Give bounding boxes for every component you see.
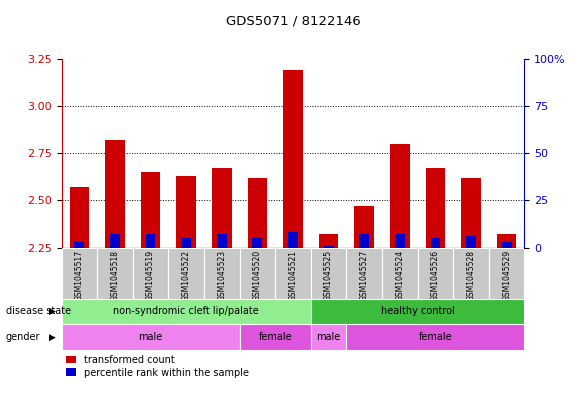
Bar bbox=[359, 234, 369, 248]
Text: GSM1045526: GSM1045526 bbox=[431, 250, 440, 301]
Bar bbox=[110, 234, 120, 248]
Bar bbox=[62, 248, 97, 299]
Bar bbox=[355, 206, 374, 248]
Bar bbox=[502, 242, 512, 248]
Text: GSM1045525: GSM1045525 bbox=[324, 250, 333, 301]
Text: GSM1045527: GSM1045527 bbox=[360, 250, 369, 301]
Text: GSM1045529: GSM1045529 bbox=[502, 250, 511, 301]
Bar bbox=[497, 234, 516, 248]
Bar bbox=[418, 248, 453, 299]
Text: GSM1045519: GSM1045519 bbox=[146, 250, 155, 301]
Bar bbox=[62, 299, 311, 324]
Text: healthy control: healthy control bbox=[381, 307, 455, 316]
Bar bbox=[70, 187, 89, 248]
Bar bbox=[253, 238, 263, 248]
Text: male: male bbox=[316, 332, 340, 342]
Text: ▶: ▶ bbox=[49, 307, 56, 316]
Text: GSM1045524: GSM1045524 bbox=[396, 250, 404, 301]
Bar bbox=[311, 248, 346, 299]
Legend: transformed count, percentile rank within the sample: transformed count, percentile rank withi… bbox=[66, 354, 249, 378]
Bar bbox=[62, 324, 240, 350]
Bar bbox=[133, 248, 168, 299]
Bar bbox=[212, 168, 231, 248]
Bar bbox=[283, 70, 303, 248]
Bar bbox=[288, 233, 298, 248]
Bar bbox=[248, 178, 267, 248]
Text: GSM1045528: GSM1045528 bbox=[466, 250, 476, 301]
Text: GDS5071 / 8122146: GDS5071 / 8122146 bbox=[226, 15, 360, 28]
Bar bbox=[168, 248, 204, 299]
Bar bbox=[176, 176, 196, 248]
Bar bbox=[311, 324, 346, 350]
Text: female: female bbox=[418, 332, 452, 342]
Bar bbox=[346, 324, 524, 350]
Text: ▶: ▶ bbox=[49, 332, 56, 342]
Text: male: male bbox=[138, 332, 163, 342]
Bar bbox=[453, 248, 489, 299]
Bar bbox=[323, 246, 333, 248]
Bar bbox=[275, 248, 311, 299]
Bar bbox=[390, 144, 410, 248]
Bar bbox=[105, 140, 125, 248]
Text: GSM1045517: GSM1045517 bbox=[75, 250, 84, 301]
Bar bbox=[74, 242, 84, 248]
Text: disease state: disease state bbox=[6, 307, 71, 316]
Bar bbox=[395, 234, 405, 248]
Bar bbox=[425, 168, 445, 248]
Bar bbox=[141, 172, 161, 248]
Text: gender: gender bbox=[6, 332, 40, 342]
Bar bbox=[431, 238, 440, 248]
Text: female: female bbox=[258, 332, 292, 342]
Text: GSM1045520: GSM1045520 bbox=[253, 250, 262, 301]
Bar bbox=[466, 236, 476, 248]
Bar bbox=[204, 248, 240, 299]
Bar bbox=[319, 234, 338, 248]
Bar bbox=[217, 234, 227, 248]
Text: GSM1045518: GSM1045518 bbox=[110, 250, 120, 301]
Bar bbox=[97, 248, 133, 299]
Bar bbox=[346, 248, 382, 299]
Bar bbox=[240, 324, 311, 350]
Bar bbox=[181, 238, 191, 248]
Bar bbox=[311, 299, 524, 324]
Text: GSM1045523: GSM1045523 bbox=[217, 250, 226, 301]
Bar bbox=[146, 234, 155, 248]
Text: GSM1045521: GSM1045521 bbox=[288, 250, 298, 301]
Bar bbox=[382, 248, 418, 299]
Bar bbox=[489, 248, 524, 299]
Bar bbox=[240, 248, 275, 299]
Text: GSM1045522: GSM1045522 bbox=[182, 250, 190, 301]
Bar bbox=[461, 178, 481, 248]
Text: non-syndromic cleft lip/palate: non-syndromic cleft lip/palate bbox=[113, 307, 259, 316]
